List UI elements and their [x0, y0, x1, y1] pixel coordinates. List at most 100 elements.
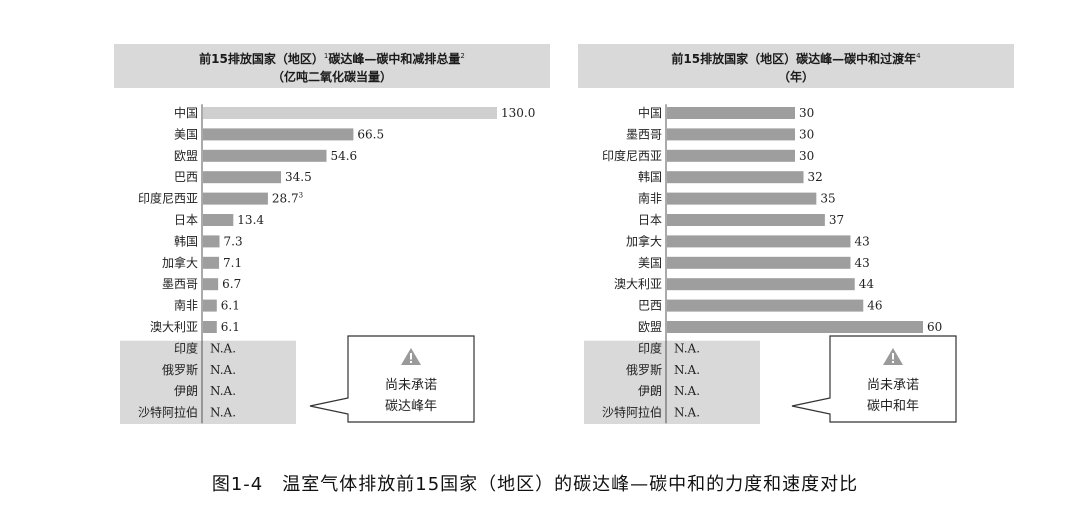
chart-title: 前15排放国家（地区）1碳达峰—碳中和减排总量2 （亿吨二氧化碳当量）: [114, 44, 550, 88]
bar: [667, 149, 795, 162]
chart-panel-transition-years: 前15排放国家（地区）碳达峰—碳中和过渡年4 （年） 中国 30 墨西哥 30 印度尼西…: [578, 44, 1016, 424]
warning-icon: [883, 348, 903, 365]
bar: [203, 192, 268, 205]
bar: [203, 235, 220, 248]
data-label: 66.5: [357, 127, 384, 141]
callout-box: [309, 335, 475, 423]
category-label: 印度尼西亚: [138, 191, 198, 206]
bar: [667, 128, 795, 141]
callout-text-line2: 碳中和年: [867, 399, 919, 414]
data-label: 37: [829, 213, 844, 227]
category-label: 伊朗: [638, 384, 662, 398]
category-label: 印度尼西亚: [602, 148, 662, 163]
category-label: 墨西哥: [626, 127, 662, 141]
category-label: 沙特阿拉伯: [602, 405, 662, 420]
category-label: 俄罗斯: [626, 363, 662, 377]
chart-title-line2: （年）: [777, 70, 814, 84]
category-label: 巴西: [174, 170, 198, 184]
data-label: 7.1: [223, 256, 242, 270]
chart-panel-emissions: 前15排放国家（地区）1碳达峰—碳中和减排总量2 （亿吨二氧化碳当量） 中国 13…: [114, 44, 552, 424]
category-label: 中国: [638, 105, 662, 120]
category-label: 印度: [174, 340, 198, 355]
na-label: N.A.: [674, 363, 700, 377]
callout-box: [791, 335, 957, 423]
category-label: 美国: [638, 256, 662, 270]
bar: [203, 278, 219, 291]
bar: [667, 214, 825, 226]
bar: [667, 321, 923, 333]
data-label: 28.73: [272, 192, 303, 206]
data-label: 30: [799, 127, 814, 141]
data-label: 13.4: [237, 213, 264, 227]
category-label: 印度: [638, 340, 662, 355]
data-label: 35: [820, 192, 835, 206]
category-label: 墨西哥: [162, 277, 198, 291]
bar: [667, 235, 851, 248]
data-label: 43: [854, 234, 869, 248]
figure-caption: 图1-4 温室气体排放前15国家（地区）的碳达峰—碳中和的力度和速度对比: [211, 474, 859, 495]
data-label: 34.5: [285, 170, 312, 184]
bar: [203, 256, 220, 269]
bar: [203, 214, 234, 226]
bar: [203, 171, 282, 184]
data-label: 30: [799, 106, 814, 120]
na-background: [120, 340, 296, 424]
category-label: 美国: [174, 127, 198, 141]
data-label: 6.7: [222, 277, 241, 291]
category-label: 澳大利亚: [614, 277, 662, 291]
category-label: 巴西: [638, 299, 662, 313]
data-label: 46: [867, 299, 882, 313]
footnote-mark: 2: [460, 52, 465, 60]
na-background: [584, 340, 760, 424]
footnote-mark: 1: [323, 52, 329, 60]
bar: [667, 299, 864, 312]
chart-title-line1: 前15排放国家（地区）碳达峰—碳中和过渡年4: [671, 52, 921, 66]
bar: [667, 171, 804, 184]
data-label: 60: [927, 320, 942, 334]
bar: [667, 107, 795, 119]
bar: [203, 128, 354, 141]
na-label: N.A.: [674, 341, 700, 355]
bar: [667, 256, 851, 269]
data-label: 30: [799, 149, 814, 163]
category-label: 加拿大: [162, 255, 198, 270]
chart-title: 前15排放国家（地区）碳达峰—碳中和过渡年4 （年）: [578, 44, 1014, 88]
na-label: N.A.: [674, 406, 700, 420]
data-label: 7.3: [224, 234, 243, 248]
data-label: 6.1: [221, 320, 240, 334]
callout-text-line1: 尚未承诺: [385, 378, 437, 393]
chart-title-line1: 前15排放国家（地区）1碳达峰—碳中和减排总量2: [199, 52, 465, 66]
category-label: 澳大利亚: [150, 320, 198, 334]
callout-text-line1: 尚未承诺: [867, 378, 919, 393]
bar: [667, 278, 855, 291]
data-label: 130.0: [501, 106, 535, 120]
data-label: 6.1: [221, 299, 240, 313]
na-label: N.A.: [210, 363, 236, 377]
category-label: 欧盟: [638, 320, 662, 334]
category-label: 欧盟: [174, 149, 198, 163]
bar-chart-emissions: 中国 130.0 美国 66.5 欧盟 54.6 巴西 34.5 印度尼西亚 28.73 日本 13.…: [120, 104, 535, 424]
category-label: 日本: [174, 213, 198, 227]
bar: [203, 149, 327, 162]
footnote-mark: 4: [916, 52, 921, 60]
na-label: N.A.: [210, 341, 236, 355]
data-label: 54.6: [330, 149, 357, 163]
warning-icon: [401, 348, 421, 365]
footnote-mark: 3: [299, 192, 303, 200]
category-label: 南非: [638, 191, 662, 206]
bar: [667, 192, 817, 205]
bar: [203, 299, 217, 312]
data-label: 43: [854, 256, 869, 270]
bar-chart-transition-years: 中国 30 墨西哥 30 印度尼西亚 30 韩国 32 南非 35 日本 37 加拿大 43 美国 43 澳大利…: [584, 104, 957, 424]
bar: [203, 107, 497, 119]
na-label: N.A.: [210, 406, 236, 420]
category-label: 加拿大: [626, 233, 662, 248]
category-label: 伊朗: [174, 384, 198, 398]
data-label: 32: [808, 170, 823, 184]
category-label: 日本: [638, 213, 662, 227]
na-label: N.A.: [674, 384, 700, 398]
category-label: 俄罗斯: [162, 363, 198, 377]
chart-title-line2: （亿吨二氧化碳当量）: [271, 70, 392, 84]
category-label: 中国: [174, 105, 198, 120]
data-label: 44: [859, 277, 875, 291]
